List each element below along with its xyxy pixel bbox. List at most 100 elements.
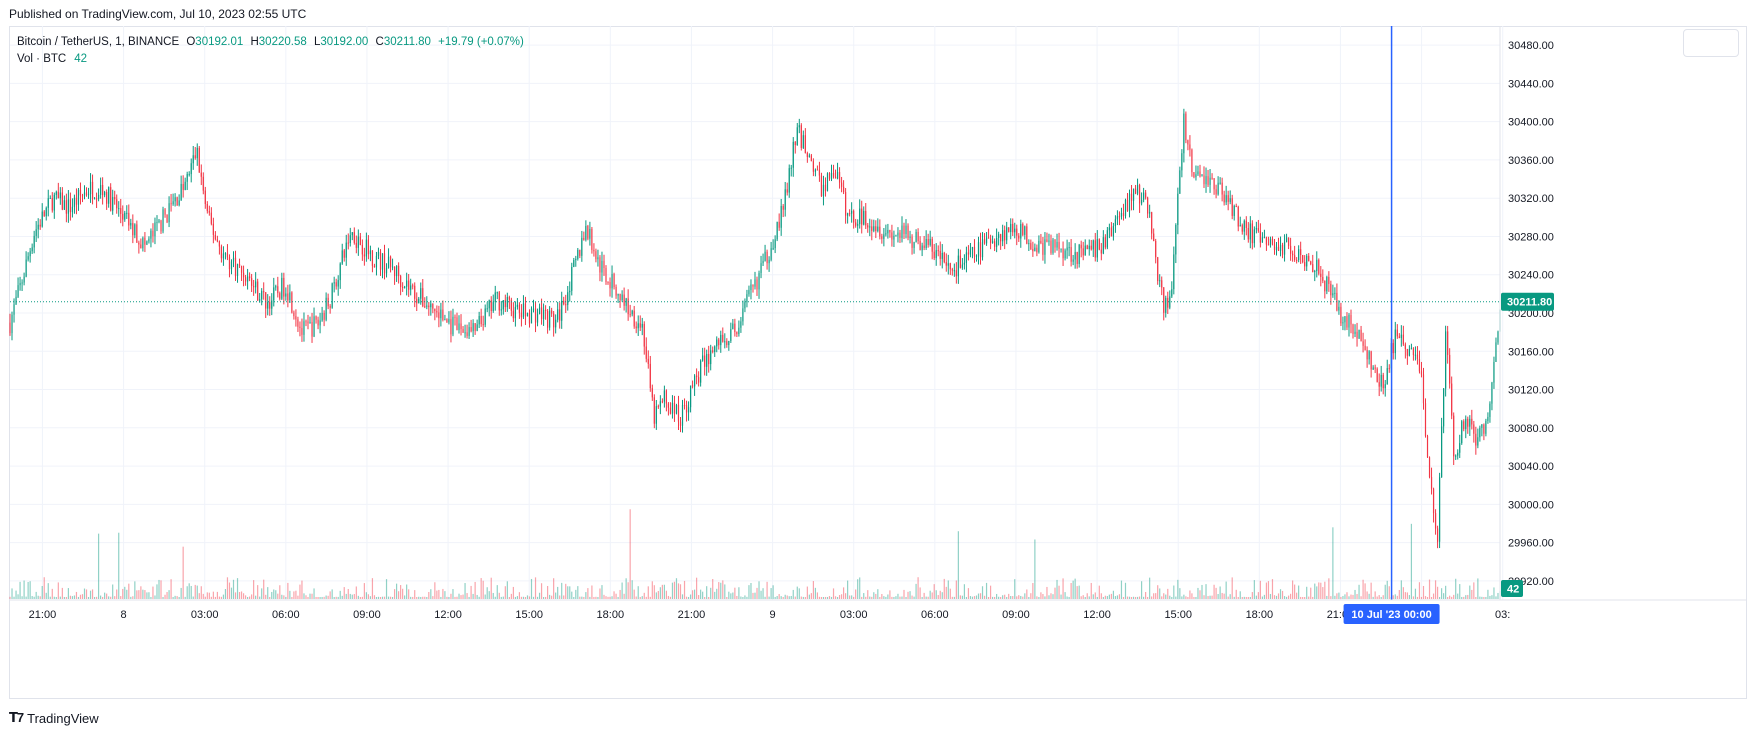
volume-bar	[601, 585, 603, 599]
candle-body	[677, 405, 680, 422]
volume-bar	[649, 596, 651, 599]
candle-body	[1102, 237, 1104, 254]
candle-body	[963, 262, 966, 265]
candle-body	[283, 277, 285, 297]
candle-body	[255, 281, 257, 288]
volume-bar	[772, 585, 774, 599]
candle-body	[232, 257, 235, 262]
candle-body	[1165, 297, 1167, 313]
volume-bar	[1451, 596, 1453, 599]
volume-bar	[748, 585, 750, 599]
candle-body	[114, 197, 116, 200]
volume-bar	[1370, 582, 1372, 599]
candle-body	[277, 286, 279, 294]
volume-bar	[544, 596, 547, 599]
volume-bar	[673, 581, 676, 599]
volume-bar	[472, 593, 474, 599]
volume-bar	[516, 596, 519, 599]
candle-body	[669, 407, 672, 414]
candle-body	[391, 266, 394, 268]
candle-body	[1495, 342, 1497, 362]
volume-bar	[790, 595, 792, 599]
candle-body	[595, 251, 597, 260]
volume-bar	[35, 591, 37, 599]
volume-bar	[271, 591, 273, 599]
volume-bar	[91, 589, 94, 599]
volume-bar	[1422, 585, 1425, 599]
price-tick-label: 30080.00	[1508, 423, 1554, 435]
volume-bar	[1396, 595, 1398, 599]
volume-bar	[1445, 585, 1447, 599]
candle-body	[1469, 418, 1471, 427]
candle-body	[279, 293, 281, 299]
volume-bar	[51, 588, 53, 599]
candle-body	[166, 214, 168, 223]
low-label: L	[313, 36, 321, 48]
candle-body	[251, 278, 253, 286]
candle-body	[1074, 252, 1076, 260]
volume-bar	[65, 596, 67, 599]
volume-bar	[1392, 595, 1394, 599]
candle-body	[657, 406, 659, 408]
volume-bar	[448, 596, 450, 599]
volume-bar	[565, 583, 567, 599]
candle-body	[19, 282, 21, 286]
candle-body	[1183, 113, 1185, 154]
time-tick-label: 03:00	[840, 609, 868, 621]
candle-body	[365, 239, 367, 257]
time-tick-label: 18:00	[597, 609, 625, 621]
volume-bar	[446, 596, 448, 599]
volume-bar	[528, 596, 531, 599]
volume-bar	[941, 592, 943, 599]
volume-bar	[333, 596, 335, 599]
tradingview-brand[interactable]: 𝗧7 TradingView	[9, 710, 99, 726]
volume-bar	[297, 595, 299, 599]
volume-bar	[593, 596, 595, 599]
candle-body	[1207, 176, 1209, 185]
candle-body	[1072, 259, 1074, 262]
candle-body	[681, 405, 684, 426]
candle-body	[685, 405, 688, 413]
volume-bar	[671, 582, 674, 599]
volume-bar	[1324, 581, 1326, 599]
high-value: 30220.58	[258, 36, 307, 48]
volume-bar	[547, 585, 549, 599]
volume-bar	[1006, 596, 1008, 599]
time-axis[interactable]: 21:00 8 03:00 06:00 09:00 12:00 15:00 18:00 21:0…	[29, 609, 1511, 621]
candle-body	[1366, 350, 1368, 360]
candle-body	[641, 323, 643, 328]
volume-title[interactable]: Vol · BTC	[17, 53, 67, 65]
volume-bar	[37, 595, 39, 599]
candle-body	[182, 183, 184, 190]
symbol-title[interactable]: Bitcoin / TetherUS, 1, BINANCE	[17, 36, 180, 48]
candle-body	[712, 350, 714, 352]
candle-body	[359, 236, 361, 245]
price-axis[interactable]: 30480.0030440.0030400.0030360.0030320.00…	[1508, 40, 1554, 588]
volume-bar	[1376, 596, 1378, 599]
candle-body	[585, 225, 587, 240]
candle-body	[222, 253, 225, 259]
chart-frame[interactable]	[9, 26, 1747, 699]
candle-body	[234, 257, 237, 277]
candle-body	[973, 246, 976, 257]
candle-body	[931, 238, 933, 252]
grid-lines	[10, 26, 1504, 600]
volume-bar	[168, 590, 170, 599]
volume-bar	[758, 581, 760, 599]
candle-body	[1225, 195, 1227, 203]
volume-bar	[613, 591, 615, 599]
candle-body	[1221, 182, 1223, 195]
candle-body	[579, 249, 581, 256]
volume-bar	[238, 591, 241, 599]
price-tick-label: 29960.00	[1508, 538, 1554, 550]
candle-body	[724, 341, 726, 343]
candle-body	[351, 232, 353, 236]
volume-bar	[464, 583, 466, 599]
candle-body	[462, 329, 464, 333]
auto-scale-button[interactable]	[1683, 29, 1739, 57]
candle-body	[937, 250, 939, 252]
volume-bar	[1388, 586, 1390, 599]
candle-body	[158, 220, 160, 223]
candle-body	[238, 264, 241, 266]
